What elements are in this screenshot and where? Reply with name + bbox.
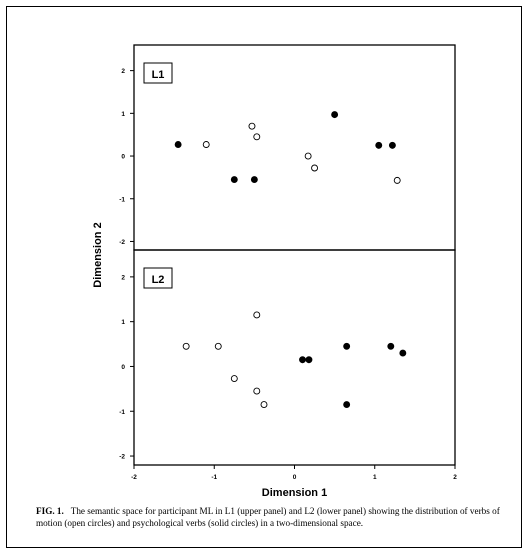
panel-frame-L2 [133,249,456,466]
caption-label: FIG. 1. [36,506,64,516]
open-circle-point [393,176,401,184]
open-circle-point [311,164,319,172]
panel-label-L1: L1 [152,69,165,81]
solid-circle-point [388,141,396,149]
x-tick-label: -2 [131,474,137,481]
solid-circle-point [299,356,306,364]
y-tick-label: -2 [119,239,125,246]
panel-label-box-L2 [143,267,173,289]
open-circle-point [202,141,210,148]
panel-label-box-L1 [143,62,173,84]
solid-circle-point [305,356,313,364]
open-circle-point [230,375,238,383]
solid-circle-point [343,342,351,350]
y-tick-label: -1 [119,409,125,416]
x-tick-label: 2 [453,474,457,481]
solid-circle-point [230,176,238,183]
open-circle-point [260,401,268,408]
y-tick-label: -2 [119,454,125,461]
x-tick-label: 0 [293,474,297,481]
solid-circle-point [331,111,339,119]
page-frame [6,6,522,548]
solid-circle-point [250,176,258,183]
solid-circle-point [375,141,383,149]
y-tick-label: -1 [119,196,125,203]
y-tick-label: 0 [121,364,125,371]
open-circle-point [253,311,261,319]
solid-circle-point [387,342,395,350]
caption-text: The semantic space for participant ML in… [36,506,500,528]
plot-layer: L1 2 1 0 -1 -2 L2 2 1 0 -1 -2 -2 -1 0 1 2 Dimension 1 Dime… [92,44,457,499]
y-tick-label: 2 [121,68,125,75]
solid-circle-point [174,141,182,148]
y-tick-label: 1 [121,319,125,326]
y-tick-label: 0 [121,154,125,161]
panel-frame-L1 [133,44,456,251]
open-circle-point [304,152,312,160]
open-circle-point [214,342,222,350]
x-tick-label: -1 [211,474,217,481]
solid-circle-point [399,349,407,357]
panel-label-L2: L2 [152,274,165,286]
y-tick-label: 2 [121,274,125,281]
figure-caption: FIG. 1. The semantic space for participa… [36,506,506,529]
open-circle-point [248,122,256,130]
y-axis-title: Dimension 2 [92,222,104,287]
solid-circle-point [343,401,351,408]
open-circle-point [253,133,261,141]
x-tick-label: 1 [373,474,377,481]
open-circle-point [182,342,190,350]
y-tick-label: 1 [121,111,125,118]
x-axis-title: Dimension 1 [262,487,327,499]
open-circle-point [253,387,261,395]
